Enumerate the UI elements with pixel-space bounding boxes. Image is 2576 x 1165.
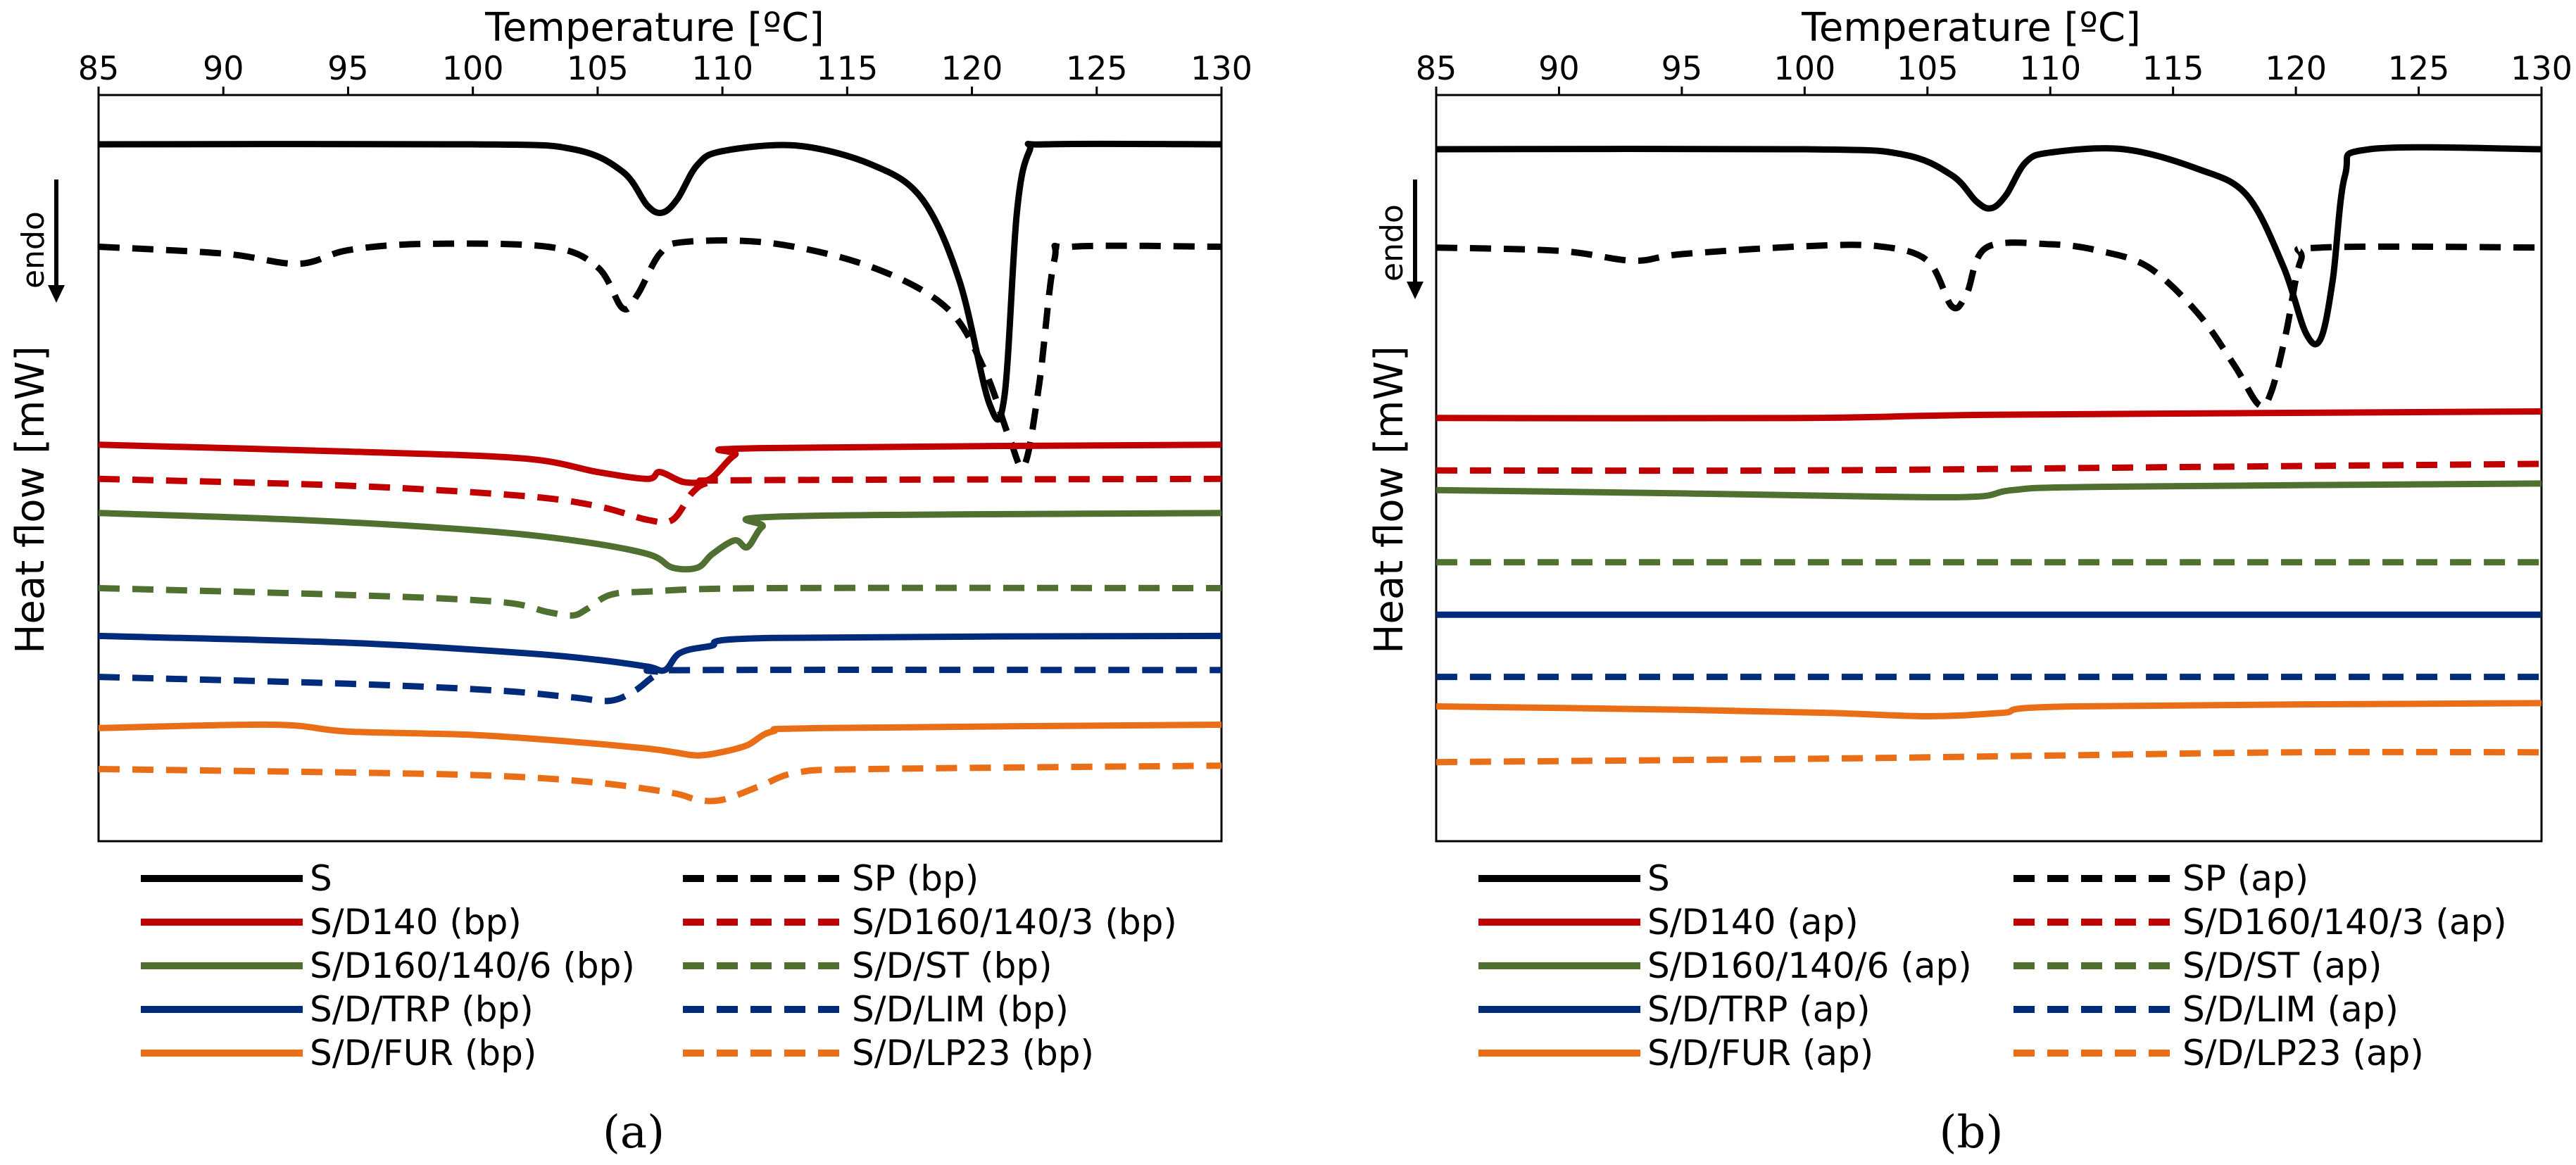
legend-label: S/D160/140/6 (ap) bbox=[1647, 945, 1972, 986]
legend-label: S/D160/140/3 (bp) bbox=[852, 902, 1177, 943]
endo-indicator-a: endo bbox=[15, 180, 65, 303]
series-line-sp-ap- bbox=[1435, 239, 2542, 410]
series-line-s-d140-ap- bbox=[1435, 408, 2542, 422]
legend-label: S/D140 (ap) bbox=[1647, 902, 1859, 943]
legend-label: S/D/ST (ap) bbox=[2182, 945, 2382, 986]
series-line-s-d160-140-6-ap- bbox=[1435, 480, 2542, 500]
series-line-s-d160-140-6-bp- bbox=[98, 510, 1222, 573]
x-tick-label: 95 bbox=[1661, 49, 1703, 87]
legend-label: S/D/TRP (ap) bbox=[1647, 989, 1871, 1030]
series-line-s-d160-140-3-bp- bbox=[98, 475, 1222, 526]
x-tick-label: 110 bbox=[2019, 49, 2081, 87]
legend-label: S/D160/140/3 (ap) bbox=[2182, 902, 2507, 943]
series-line-s-d160-140-3-ap- bbox=[1435, 460, 2542, 474]
panel-label-b: (b) bbox=[1940, 1107, 2004, 1159]
curves-b bbox=[1435, 144, 2542, 766]
x-tick-label: 125 bbox=[1066, 49, 1128, 87]
legend-label: S/D/LP23 (ap) bbox=[2182, 1033, 2424, 1073]
x-axis-title-b: Temperature [ºC] bbox=[1801, 5, 2141, 51]
x-ticks-b: 85 90 95 100 105 110 115 120 125 130 bbox=[1416, 49, 2572, 95]
x-tick-label: 100 bbox=[1773, 49, 1835, 87]
endo-label-a: endo bbox=[15, 211, 51, 289]
legend-label: S/D/LP23 (bp) bbox=[852, 1033, 1094, 1073]
x-tick-label: 95 bbox=[327, 49, 369, 87]
legend-label: S/D/LIM (bp) bbox=[852, 989, 1069, 1030]
legend-label: S/D160/140/6 (bp) bbox=[310, 945, 635, 986]
legend-label: S/D/LIM (ap) bbox=[2182, 989, 2399, 1030]
x-tick-label: 120 bbox=[941, 49, 1003, 87]
x-tick-label: 85 bbox=[1416, 49, 1457, 87]
down-arrow-icon bbox=[48, 180, 65, 303]
series-line-s bbox=[1435, 144, 2542, 348]
x-tick-label: 130 bbox=[2511, 49, 2572, 87]
series-line-s-d-lp23-bp- bbox=[98, 762, 1222, 805]
x-tick-label: 105 bbox=[567, 49, 629, 87]
legend-label: S/D/FUR (ap) bbox=[1647, 1033, 1873, 1073]
legend-label: S bbox=[310, 858, 332, 899]
legend-label: SP (ap) bbox=[2182, 858, 2308, 899]
panel-label-a: (a) bbox=[603, 1107, 665, 1159]
y-axis-title-a: Heat flow [mW] bbox=[8, 346, 54, 653]
x-tick-label: 125 bbox=[2388, 49, 2450, 87]
legend-label: S bbox=[1647, 858, 1670, 899]
series-line-s bbox=[98, 140, 1222, 423]
series-line-s-d140-bp- bbox=[98, 441, 1222, 486]
legend-a: S SP (bp) S/D140 (bp) S/D160/140/3 (bp) S/D1… bbox=[141, 858, 1177, 1073]
endo-indicator-b: endo bbox=[1374, 180, 1424, 299]
series-line-s-d-fur-bp- bbox=[98, 721, 1222, 759]
legend-label: SP (bp) bbox=[852, 858, 979, 899]
curves-a bbox=[98, 140, 1222, 805]
x-axis-title-a: Temperature [ºC] bbox=[484, 5, 824, 51]
y-axis-title-b: Heat flow [mW] bbox=[1366, 346, 1412, 653]
series-line-s-d-lp23-ap- bbox=[1435, 748, 2542, 766]
legend-label: S/D/FUR (bp) bbox=[310, 1033, 536, 1073]
x-tick-label: 115 bbox=[2142, 49, 2204, 87]
plot-frame-b bbox=[1435, 94, 2543, 843]
x-ticks-a: 85 90 95 100 105 110 115 120 125 130 bbox=[78, 49, 1252, 95]
panel-b: Temperature [ºC] 85 90 95 100 105 110 115 120 12… bbox=[1366, 5, 2572, 1159]
panel-a: Temperature [ºC] 85 90 95 100 105 110 115 120 12… bbox=[8, 5, 1252, 1159]
plot-frame-a bbox=[97, 94, 1223, 843]
series-line-s-d-fur-ap- bbox=[1435, 700, 2542, 719]
legend-label: S/D140 (bp) bbox=[310, 902, 522, 943]
series-line-s-d-lim-bp- bbox=[98, 667, 1222, 705]
series-line-sp-bp- bbox=[98, 237, 1222, 471]
x-tick-label: 120 bbox=[2265, 49, 2327, 87]
x-tick-label: 105 bbox=[1897, 49, 1959, 87]
x-tick-label: 130 bbox=[1190, 49, 1252, 87]
endo-label-b: endo bbox=[1374, 204, 1410, 282]
x-tick-label: 90 bbox=[203, 49, 244, 87]
series-line-s-d-st-bp- bbox=[98, 584, 1222, 619]
x-tick-label: 85 bbox=[78, 49, 120, 87]
legend-b: S SP (ap) S/D140 (ap) S/D160/140/3 (ap) S/D1… bbox=[1478, 858, 2507, 1073]
x-tick-label: 110 bbox=[691, 49, 753, 87]
x-tick-label: 100 bbox=[442, 49, 504, 87]
legend-label: S/D/ST (bp) bbox=[852, 945, 1053, 986]
series-line-s-d-trp-bp- bbox=[98, 632, 1222, 674]
legend-label: S/D/TRP (bp) bbox=[310, 989, 534, 1030]
down-arrow-icon bbox=[1407, 180, 1424, 299]
x-tick-label: 90 bbox=[1538, 49, 1580, 87]
x-tick-label: 115 bbox=[816, 49, 878, 87]
